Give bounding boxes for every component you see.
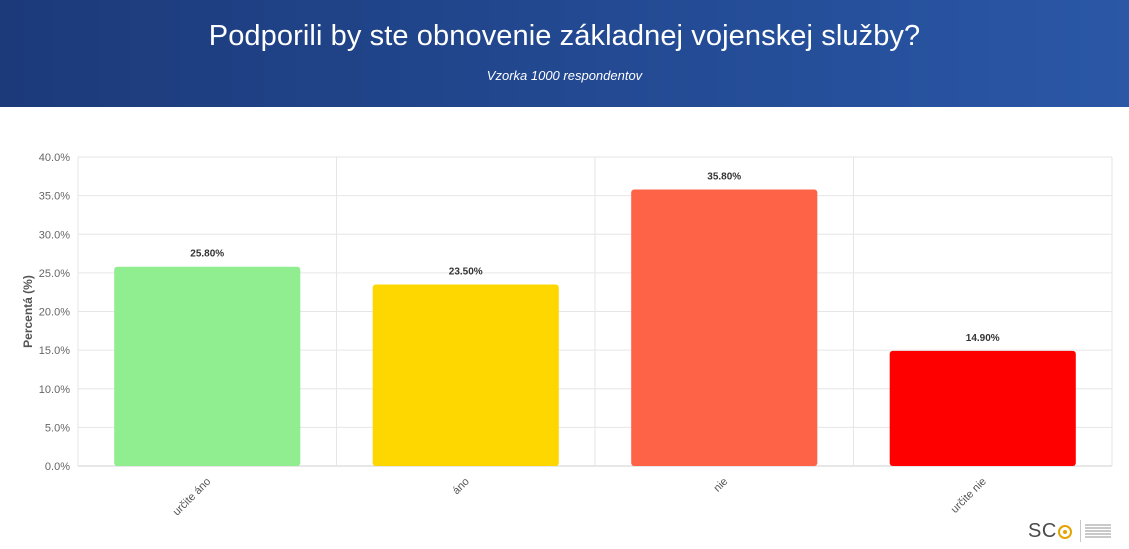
x-tick-label: nie — [712, 476, 731, 495]
y-tick-label: 10.0% — [39, 384, 70, 396]
y-tick-label: 25.0% — [39, 268, 70, 280]
logo-circle-icon — [1057, 525, 1072, 539]
bar-value-label: 23.50% — [449, 266, 483, 277]
y-tick-label: 35.0% — [39, 191, 70, 203]
bar — [631, 189, 818, 466]
bar-value-label: 25.80% — [190, 249, 224, 260]
y-axis-label: Percentá (%) — [21, 275, 35, 348]
x-tick-label: určite nie — [949, 476, 989, 516]
sco-logo: SC — [1028, 519, 1111, 543]
logo-text: SC — [1028, 520, 1057, 542]
y-tick-label: 15.0% — [39, 345, 70, 357]
logo-subtext — [1084, 524, 1111, 538]
header-banner: Podporili by ste obnovenie základnej voj… — [0, 0, 1129, 107]
chart-subtitle: Vzorka 1000 respondentov — [486, 68, 643, 83]
bar — [889, 350, 1076, 466]
y-tick-label: 30.0% — [39, 229, 70, 241]
y-tick-label: 20.0% — [39, 307, 70, 319]
bar-value-label: 14.90% — [966, 333, 1000, 344]
x-tick-label: áno — [450, 476, 471, 497]
chart-title: Podporili by ste obnovenie základnej voj… — [208, 20, 921, 52]
logo-divider — [1079, 520, 1081, 542]
y-tick-label: 0.0% — [45, 461, 70, 473]
y-tick-label: 40.0% — [39, 152, 70, 164]
x-tick-label: určite áno — [171, 476, 214, 519]
y-tick-label: 5.0% — [45, 422, 70, 434]
bar-value-label: 35.80% — [707, 171, 741, 182]
bar — [372, 284, 559, 466]
bar-chart: 0.0% 5.0% 10.0% 15.0% 20.0% 25.0% 30.0% 35.0% 40… — [21, 152, 1113, 519]
bar — [114, 266, 301, 466]
